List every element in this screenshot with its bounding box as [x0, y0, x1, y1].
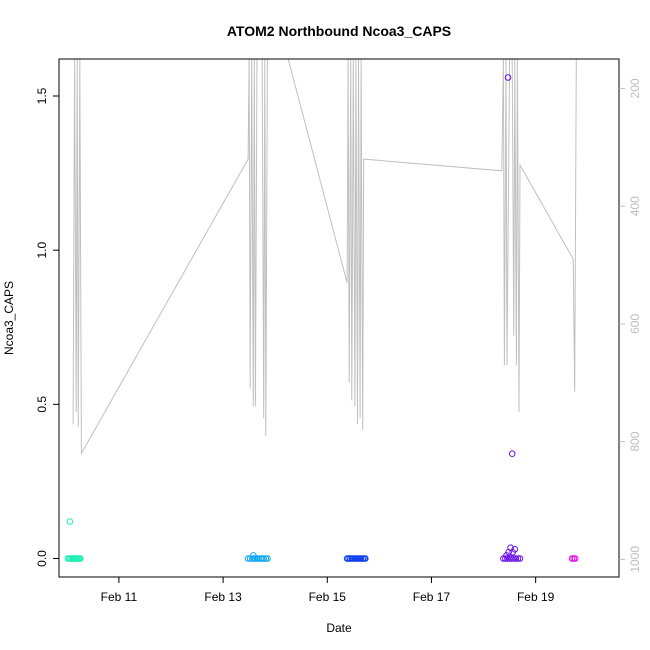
data-point: [249, 555, 256, 562]
x-tick-label: Feb 17: [413, 590, 451, 604]
x-axis: Feb 11 Feb 13 Feb 15 Feb 17 Feb 19: [101, 577, 555, 604]
data-point: [502, 555, 509, 562]
data-point: [516, 555, 524, 562]
data-point: [244, 555, 252, 562]
data-point: [362, 555, 369, 562]
data-point: [504, 74, 512, 81]
y-axis-label: Ncoa3_CAPS: [2, 281, 16, 355]
x-tick-label: Feb 13: [204, 590, 242, 604]
data-point: [66, 518, 74, 525]
data-point: [508, 555, 516, 562]
depth-tick-label: 200: [628, 78, 642, 98]
data-point: [260, 555, 268, 562]
data-point: [250, 552, 257, 559]
data-point: [510, 555, 518, 562]
depth-tick-label: 800: [628, 431, 642, 451]
y-tick-label: 1.0: [35, 242, 49, 259]
data-point: [503, 552, 510, 559]
y-tick-label: 0.5: [35, 396, 49, 413]
y-axis: 0.0 0.5 1.0 1.5: [35, 87, 59, 567]
y-tick-label: 1.5: [35, 87, 49, 104]
depth-tick-label: 600: [628, 314, 642, 334]
data-point: [512, 555, 520, 562]
data-point: [504, 555, 511, 562]
depth-tick-label: 400: [628, 196, 642, 216]
data-point: [511, 546, 519, 553]
depth-tick-label: 1000: [628, 546, 642, 573]
depth-trace-line: [72, 58, 577, 456]
depth-trace-layer: [72, 58, 577, 456]
data-point: [514, 555, 522, 562]
plot-frame: [58, 58, 620, 578]
data-points-layer: [64, 74, 579, 562]
data-point: [571, 555, 579, 562]
x-axis-label: Date: [326, 621, 352, 635]
x-tick-label: Feb 15: [309, 590, 347, 604]
x-tick-label: Feb 11: [101, 590, 138, 604]
data-point: [77, 555, 84, 562]
data-point: [508, 450, 516, 458]
x-tick-label: Feb 19: [517, 590, 555, 604]
y-tick-label: 0.0: [35, 550, 49, 567]
data-point: [264, 555, 271, 562]
depth-axis: 200 400 600 800 1000: [619, 78, 642, 573]
chart-title: ATOM2 Northbound Ncoa3_CAPS: [227, 23, 451, 39]
